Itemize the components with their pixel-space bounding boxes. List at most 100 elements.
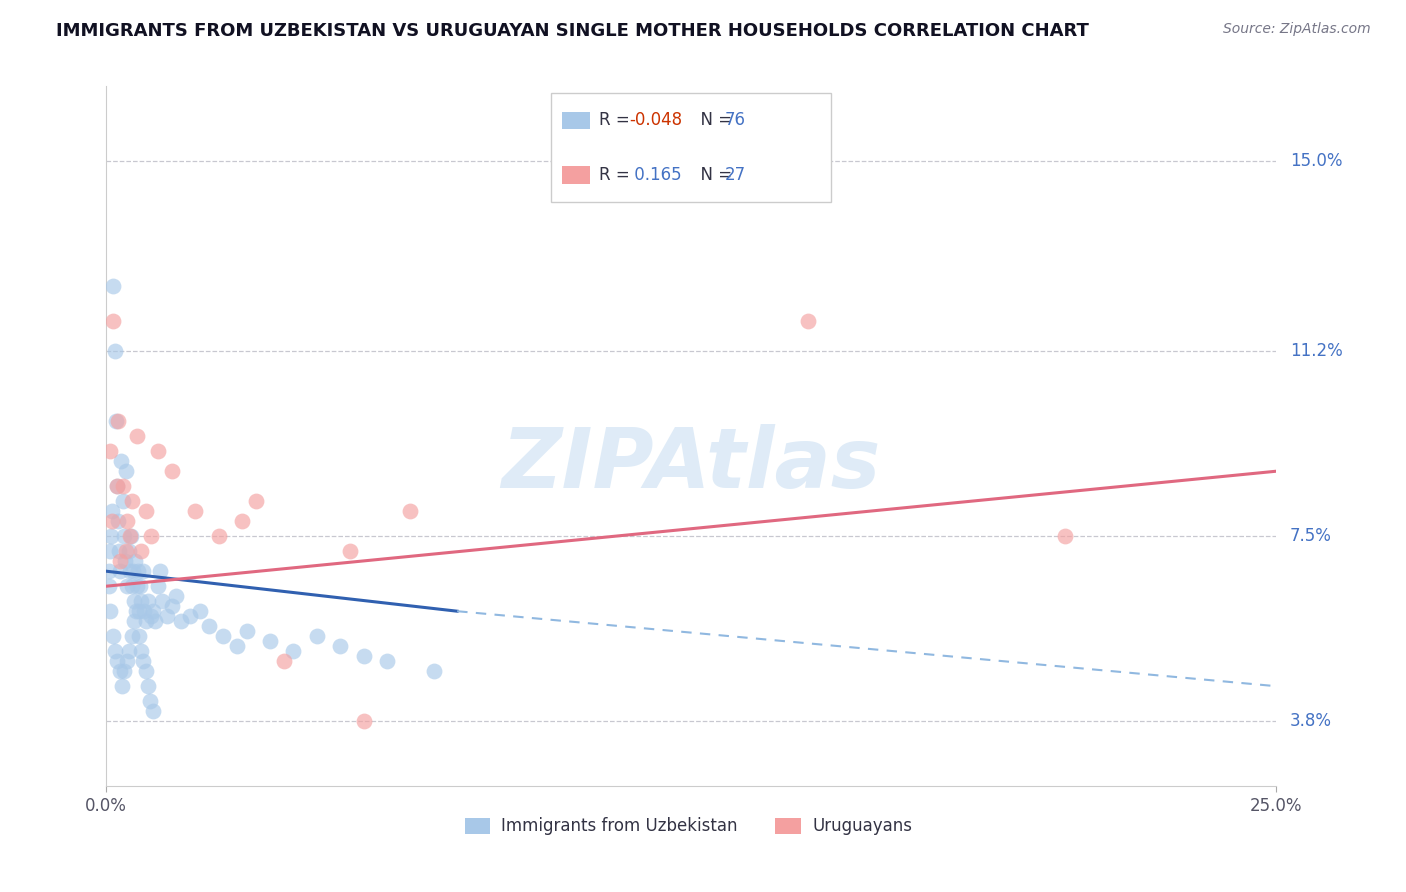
Point — [107, 654, 129, 668]
Point — [105, 479, 128, 493]
Point — [125, 579, 148, 593]
Text: N =: N = — [690, 112, 737, 129]
Point — [136, 679, 159, 693]
Point — [118, 544, 141, 558]
Point — [283, 644, 305, 658]
Text: R =: R = — [599, 112, 634, 129]
Point — [110, 454, 132, 468]
Point — [97, 564, 120, 578]
Text: 11.2%: 11.2% — [1289, 343, 1343, 360]
Text: 27: 27 — [725, 166, 747, 184]
Point — [245, 494, 267, 508]
Point — [184, 504, 207, 518]
Point — [118, 564, 141, 578]
Text: 3.8%: 3.8% — [1289, 712, 1331, 731]
Point — [114, 664, 136, 678]
Point — [111, 679, 134, 693]
Point — [107, 514, 129, 528]
Point — [142, 704, 165, 718]
Point — [160, 599, 183, 614]
Point — [170, 614, 193, 628]
Text: 76: 76 — [725, 112, 747, 129]
Point — [122, 614, 145, 628]
Point — [98, 444, 121, 458]
Point — [110, 554, 132, 568]
Point — [150, 594, 173, 608]
Point — [115, 654, 138, 668]
Point — [305, 629, 328, 643]
Point — [104, 414, 127, 428]
Text: R =: R = — [599, 166, 634, 184]
Point — [179, 609, 201, 624]
Point — [146, 444, 169, 458]
Point — [156, 609, 179, 624]
Point — [118, 644, 141, 658]
Point — [212, 629, 235, 643]
Text: Uruguayans: Uruguayans — [813, 817, 912, 835]
Point — [131, 544, 153, 558]
Point — [104, 644, 127, 658]
Point — [101, 629, 124, 643]
Point — [273, 654, 295, 668]
Point — [98, 579, 121, 593]
Point — [118, 529, 141, 543]
Point — [160, 464, 183, 478]
Point — [110, 564, 132, 578]
Point — [132, 604, 155, 618]
Point — [101, 514, 124, 528]
Point — [146, 579, 169, 593]
Point — [117, 579, 139, 593]
Point — [122, 564, 145, 578]
Point — [797, 314, 820, 328]
Point — [121, 629, 143, 643]
Point — [111, 479, 134, 493]
Point — [132, 654, 155, 668]
Point — [124, 554, 146, 568]
Point — [135, 504, 157, 518]
Point — [139, 694, 162, 708]
Point — [125, 429, 148, 443]
Point — [353, 649, 375, 664]
Point — [231, 514, 253, 528]
Point — [375, 654, 398, 668]
Point — [103, 279, 125, 293]
Point — [329, 639, 352, 653]
Point — [103, 314, 125, 328]
Point — [145, 614, 167, 628]
Text: N =: N = — [690, 166, 737, 184]
Point — [139, 529, 162, 543]
Text: 15.0%: 15.0% — [1289, 153, 1343, 170]
Point — [339, 544, 361, 558]
Point — [226, 639, 249, 653]
Point — [235, 624, 257, 639]
Point — [112, 529, 135, 543]
Point — [132, 564, 155, 578]
Point — [353, 714, 375, 728]
Point — [138, 594, 160, 608]
Text: 0.165: 0.165 — [630, 166, 682, 184]
Point — [107, 414, 129, 428]
Point — [135, 664, 157, 678]
Point — [128, 629, 150, 643]
Point — [108, 544, 131, 558]
Point — [129, 644, 152, 658]
Text: -0.048: -0.048 — [630, 112, 682, 129]
Point — [1054, 529, 1077, 543]
Point — [100, 529, 122, 543]
Point — [114, 554, 136, 568]
Point — [128, 604, 150, 618]
Point — [131, 594, 153, 608]
Point — [188, 604, 211, 618]
Point — [142, 604, 165, 618]
Point — [198, 619, 221, 633]
Point — [120, 529, 142, 543]
Text: Source: ZipAtlas.com: Source: ZipAtlas.com — [1223, 22, 1371, 37]
Text: ZIPAtlas: ZIPAtlas — [502, 424, 880, 505]
Point — [115, 544, 138, 558]
Point — [101, 504, 124, 518]
Point — [139, 609, 162, 624]
Point — [149, 564, 172, 578]
Point — [117, 514, 139, 528]
Text: IMMIGRANTS FROM UZBEKISTAN VS URUGUAYAN SINGLE MOTHER HOUSEHOLDS CORRELATION CHA: IMMIGRANTS FROM UZBEKISTAN VS URUGUAYAN … — [56, 22, 1090, 40]
Point — [165, 589, 187, 603]
